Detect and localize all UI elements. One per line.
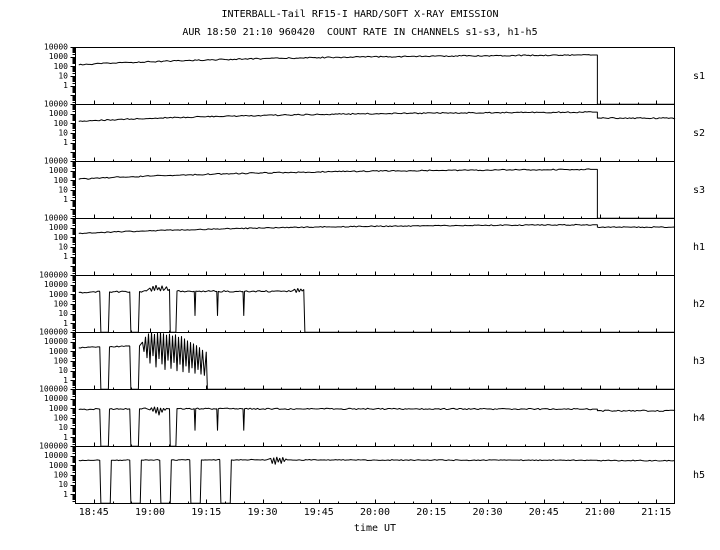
x-tick-label: 19:45 — [303, 507, 334, 518]
y-tick-label: 1 — [63, 433, 68, 442]
axis-ticks — [70, 275, 657, 333]
y-tick-label: 1 — [63, 81, 68, 90]
x-tick-label: 21:15 — [641, 507, 672, 518]
y-tick-label: 1 — [63, 138, 68, 147]
x-tick-label: 19:30 — [247, 507, 278, 518]
y-tick-label: 100 — [54, 119, 69, 128]
channel-label-s2: s2 — [693, 128, 705, 139]
y-tick-label: 10000 — [44, 43, 68, 52]
y-tick-label: 10 — [58, 129, 68, 138]
channel-label-h3: h3 — [693, 356, 705, 367]
axis-ticks — [70, 389, 657, 447]
x-tick-label: 18:45 — [78, 507, 109, 518]
y-tick-label: 100000 — [39, 385, 68, 394]
trace-h5 — [78, 456, 676, 504]
y-tick-label: 10 — [58, 423, 68, 432]
channel-label-h2: h2 — [693, 299, 705, 310]
x-tick-label: 21:00 — [584, 507, 616, 518]
y-tick-label: 10000 — [44, 214, 68, 223]
axis-ticks — [70, 446, 657, 504]
y-tick-label: 10 — [58, 480, 68, 489]
y-tick-label: 100 — [54, 233, 69, 242]
x-axis-tick-labels: 18:45 19:00 19:15 19:30 19:45 20:00 20:15 20:30… — [0, 507, 720, 520]
x-tick-label: 20:45 — [528, 507, 559, 518]
y-tick-label: 1000 — [49, 404, 68, 413]
y-tick-label: 10000 — [44, 337, 68, 346]
x-tick-label: 20:15 — [416, 507, 447, 518]
channel-label-s1: s1 — [693, 71, 705, 82]
axis-ticks — [70, 104, 657, 162]
trace-h2 — [78, 284, 675, 333]
y-tick-label: 1 — [63, 252, 68, 261]
chart-subtitle: AUR 18:50 21:10 960420 COUNT RATE IN CHA… — [182, 27, 538, 38]
y-tick-label: 10 — [58, 309, 68, 318]
y-tick-label: 100 — [54, 414, 69, 423]
y-tick-label: 1 — [63, 490, 68, 499]
chart-title: INTERBALL-Tail RF15-I HARD/SOFT X-RAY EM… — [221, 9, 499, 20]
y-tick-label: 1000 — [49, 461, 68, 470]
y-tick-label: 100 — [54, 357, 69, 366]
y-tick-label: 1000 — [49, 223, 68, 232]
trace-h4 — [78, 406, 676, 447]
y-tick-label: 10000 — [44, 100, 68, 109]
axis-ticks — [70, 218, 657, 276]
y-tick-label: 100000 — [39, 328, 68, 337]
trace-s2 — [78, 111, 676, 122]
y-tick-label: 100 — [54, 300, 69, 309]
y-tick-label: 10000 — [44, 451, 68, 460]
x-tick-label: 20:00 — [359, 507, 391, 518]
y-tick-label: 10000 — [44, 280, 68, 289]
y-tick-label: 1000 — [49, 290, 68, 299]
panel-frame — [75, 275, 675, 333]
y-tick-label: 100000 — [39, 271, 68, 280]
trace-h1 — [78, 223, 676, 235]
y-tick-label: 1000 — [49, 109, 68, 118]
channel-label-h4: h4 — [693, 413, 705, 424]
y-tick-label: 100 — [54, 176, 69, 185]
channel-label-h1: h1 — [693, 242, 705, 253]
x-tick-label: 19:00 — [134, 507, 166, 518]
y-tick-label: 100 — [54, 62, 69, 71]
y-tick-label: 10 — [58, 366, 68, 375]
y-tick-label: 10 — [58, 186, 68, 195]
y-tick-label: 1000 — [49, 52, 68, 61]
y-tick-label: 100000 — [39, 442, 68, 451]
panel-frame — [75, 389, 675, 447]
channel-label-s3: s3 — [693, 185, 705, 196]
y-tick-label: 100 — [54, 471, 69, 480]
y-tick-label: 10000 — [44, 394, 68, 403]
axis-ticks — [70, 332, 657, 390]
y-tick-label: 10 — [58, 72, 68, 81]
trace-s3 — [78, 168, 675, 219]
panel-frame — [75, 446, 675, 504]
x-tick-label: 19:15 — [191, 507, 222, 518]
y-tick-label: 1000 — [49, 166, 68, 175]
channel-label-h5: h5 — [693, 470, 705, 481]
y-tick-label: 1 — [63, 319, 68, 328]
y-tick-label: 1000 — [49, 347, 68, 356]
panel-frame — [75, 104, 675, 162]
y-tick-label: 1 — [63, 376, 68, 385]
axis-ticks — [70, 47, 657, 105]
y-tick-label: 1 — [63, 195, 68, 204]
y-tick-label: 10000 — [44, 157, 68, 166]
trace-h3 — [78, 332, 675, 390]
x-tick-label: 20:30 — [472, 507, 503, 518]
trace-s1 — [78, 54, 675, 105]
x-axis-label: time UT — [353, 523, 397, 534]
panel-stack: 10000 1000 100 10 1 s1 10000 1000 100 10 1 s2 10000 1… — [0, 43, 720, 505]
y-tick-label: 10 — [58, 243, 68, 252]
